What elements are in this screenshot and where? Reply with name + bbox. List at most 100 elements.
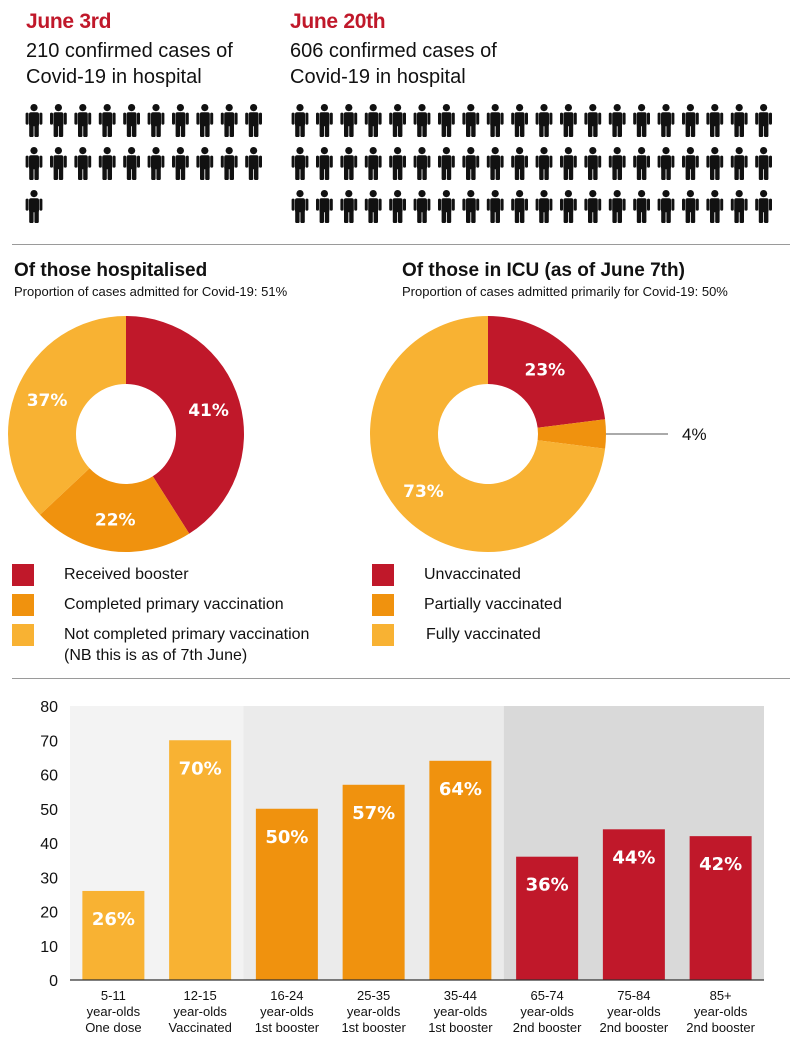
person-icon [364, 104, 382, 137]
person-icon [340, 190, 358, 223]
person-icon [706, 104, 724, 137]
person-icon [706, 190, 724, 223]
person-icon [25, 190, 43, 223]
person-icon [486, 190, 504, 223]
bar-value-label: 36% [526, 875, 569, 896]
person-icon [98, 104, 116, 137]
y-tick-label: 80 [40, 699, 58, 716]
person-icon [730, 147, 748, 180]
donut-slice-received-booster [126, 316, 244, 534]
person-icon [633, 104, 650, 137]
bar-value-label: 26% [92, 909, 135, 930]
person-icon [584, 190, 602, 223]
person-icon [291, 104, 309, 137]
slice-value-label: 4% [682, 425, 707, 444]
legend-swatch-orange [372, 594, 394, 616]
person-icon [316, 190, 333, 223]
person-icon [657, 147, 675, 180]
legend-received-booster: Received booster [12, 564, 189, 586]
legend-label: Completed primary vaccination [64, 596, 284, 613]
person-icon [50, 104, 67, 137]
legend-label: Partially vaccinated [424, 596, 562, 613]
y-tick-label: 50 [40, 802, 58, 819]
y-tick-label: 60 [40, 768, 58, 785]
bar-value-label: 44% [612, 847, 655, 868]
person-icon [389, 104, 406, 137]
x-tick-label: 5-11 year-olds One dose [85, 988, 141, 1035]
person-icon [682, 190, 699, 223]
june-3-cases-line1: 210 confirmed cases of [26, 40, 233, 62]
donut-slice-not-completed-primary-vaccination [7, 316, 126, 515]
person-icon [730, 104, 748, 137]
legend-label-note: (NB this is as of 7th June) [64, 647, 248, 664]
person-icon [706, 147, 724, 180]
person-icon [291, 190, 309, 223]
slice-value-label: 37% [27, 391, 68, 411]
person-icon [196, 147, 214, 180]
y-tick-label: 30 [40, 870, 58, 887]
person-icon [74, 104, 92, 137]
person-icon [560, 104, 577, 137]
person-icon [730, 190, 748, 223]
june-20-cases-line1: 606 confirmed cases of [290, 40, 497, 62]
legend-swatch-red [12, 564, 34, 586]
person-icon [245, 147, 262, 180]
person-icon [74, 147, 92, 180]
bar [602, 829, 665, 980]
person-icon [462, 147, 480, 180]
divider-top [12, 244, 790, 245]
icu-chart-title: Of those in ICU (as of June 7th) [402, 260, 685, 281]
person-icon [389, 190, 406, 223]
person-icon [633, 190, 650, 223]
bar [255, 808, 318, 980]
icu-chart-subtitle: Proportion of cases admitted primarily f… [402, 284, 728, 299]
x-tick-label: 85+ year-olds 2nd booster [686, 988, 755, 1035]
person-icon [608, 147, 626, 180]
person-icon [462, 104, 480, 137]
y-tick-label: 20 [40, 905, 58, 922]
legend-label-line1: Not completed primary vaccination [64, 626, 310, 643]
hospital-chart-subtitle: Proportion of cases admitted for Covid-1… [14, 284, 288, 299]
person-icon [172, 147, 189, 180]
person-icon [755, 190, 772, 223]
legend-not-completed-primary: Not completed primary vaccination (NB th… [12, 624, 309, 666]
june-20-date: June 20th [290, 10, 386, 33]
bar [429, 760, 492, 980]
person-icon [316, 104, 333, 137]
person-icon [535, 190, 553, 223]
bar-value-label: 42% [699, 854, 742, 875]
june-20-cases-line2: Covid-19 in hospital [290, 66, 466, 88]
legend-partially-vaccinated: Partially vaccinated [372, 594, 562, 616]
person-icon [98, 147, 116, 180]
hospital-chart-title: Of those hospitalised [14, 260, 208, 281]
legend-swatch-yellow [12, 624, 34, 646]
june-3-person-icons [25, 104, 262, 223]
person-icon [608, 190, 626, 223]
person-icon [511, 190, 528, 223]
slice-value-label: 73% [403, 482, 444, 502]
person-icon [486, 104, 504, 137]
person-icon [560, 147, 577, 180]
hospital-donut-chart: 41% 22% 37% [7, 316, 244, 552]
legend-swatch-orange [12, 594, 34, 616]
person-icon [220, 104, 238, 137]
donut-slice-completed-primary-vaccination [39, 468, 190, 552]
legend-label: Not completed primary vaccination (NB th… [64, 624, 309, 666]
bar-value-label: 50% [265, 827, 308, 848]
person-icon [755, 104, 772, 137]
person-icon [25, 104, 43, 137]
slice-value-label: 23% [525, 360, 566, 380]
person-icon [123, 147, 140, 180]
person-icon [682, 104, 699, 137]
bar [516, 856, 579, 980]
bar [82, 890, 145, 980]
person-icon [123, 104, 140, 137]
person-icon [340, 104, 358, 137]
person-icon [196, 104, 214, 137]
person-icon [364, 190, 382, 223]
person-icon [633, 147, 650, 180]
person-icon [608, 104, 626, 137]
legend-swatch-yellow [372, 624, 394, 646]
person-icon [220, 147, 238, 180]
person-icon [316, 147, 333, 180]
